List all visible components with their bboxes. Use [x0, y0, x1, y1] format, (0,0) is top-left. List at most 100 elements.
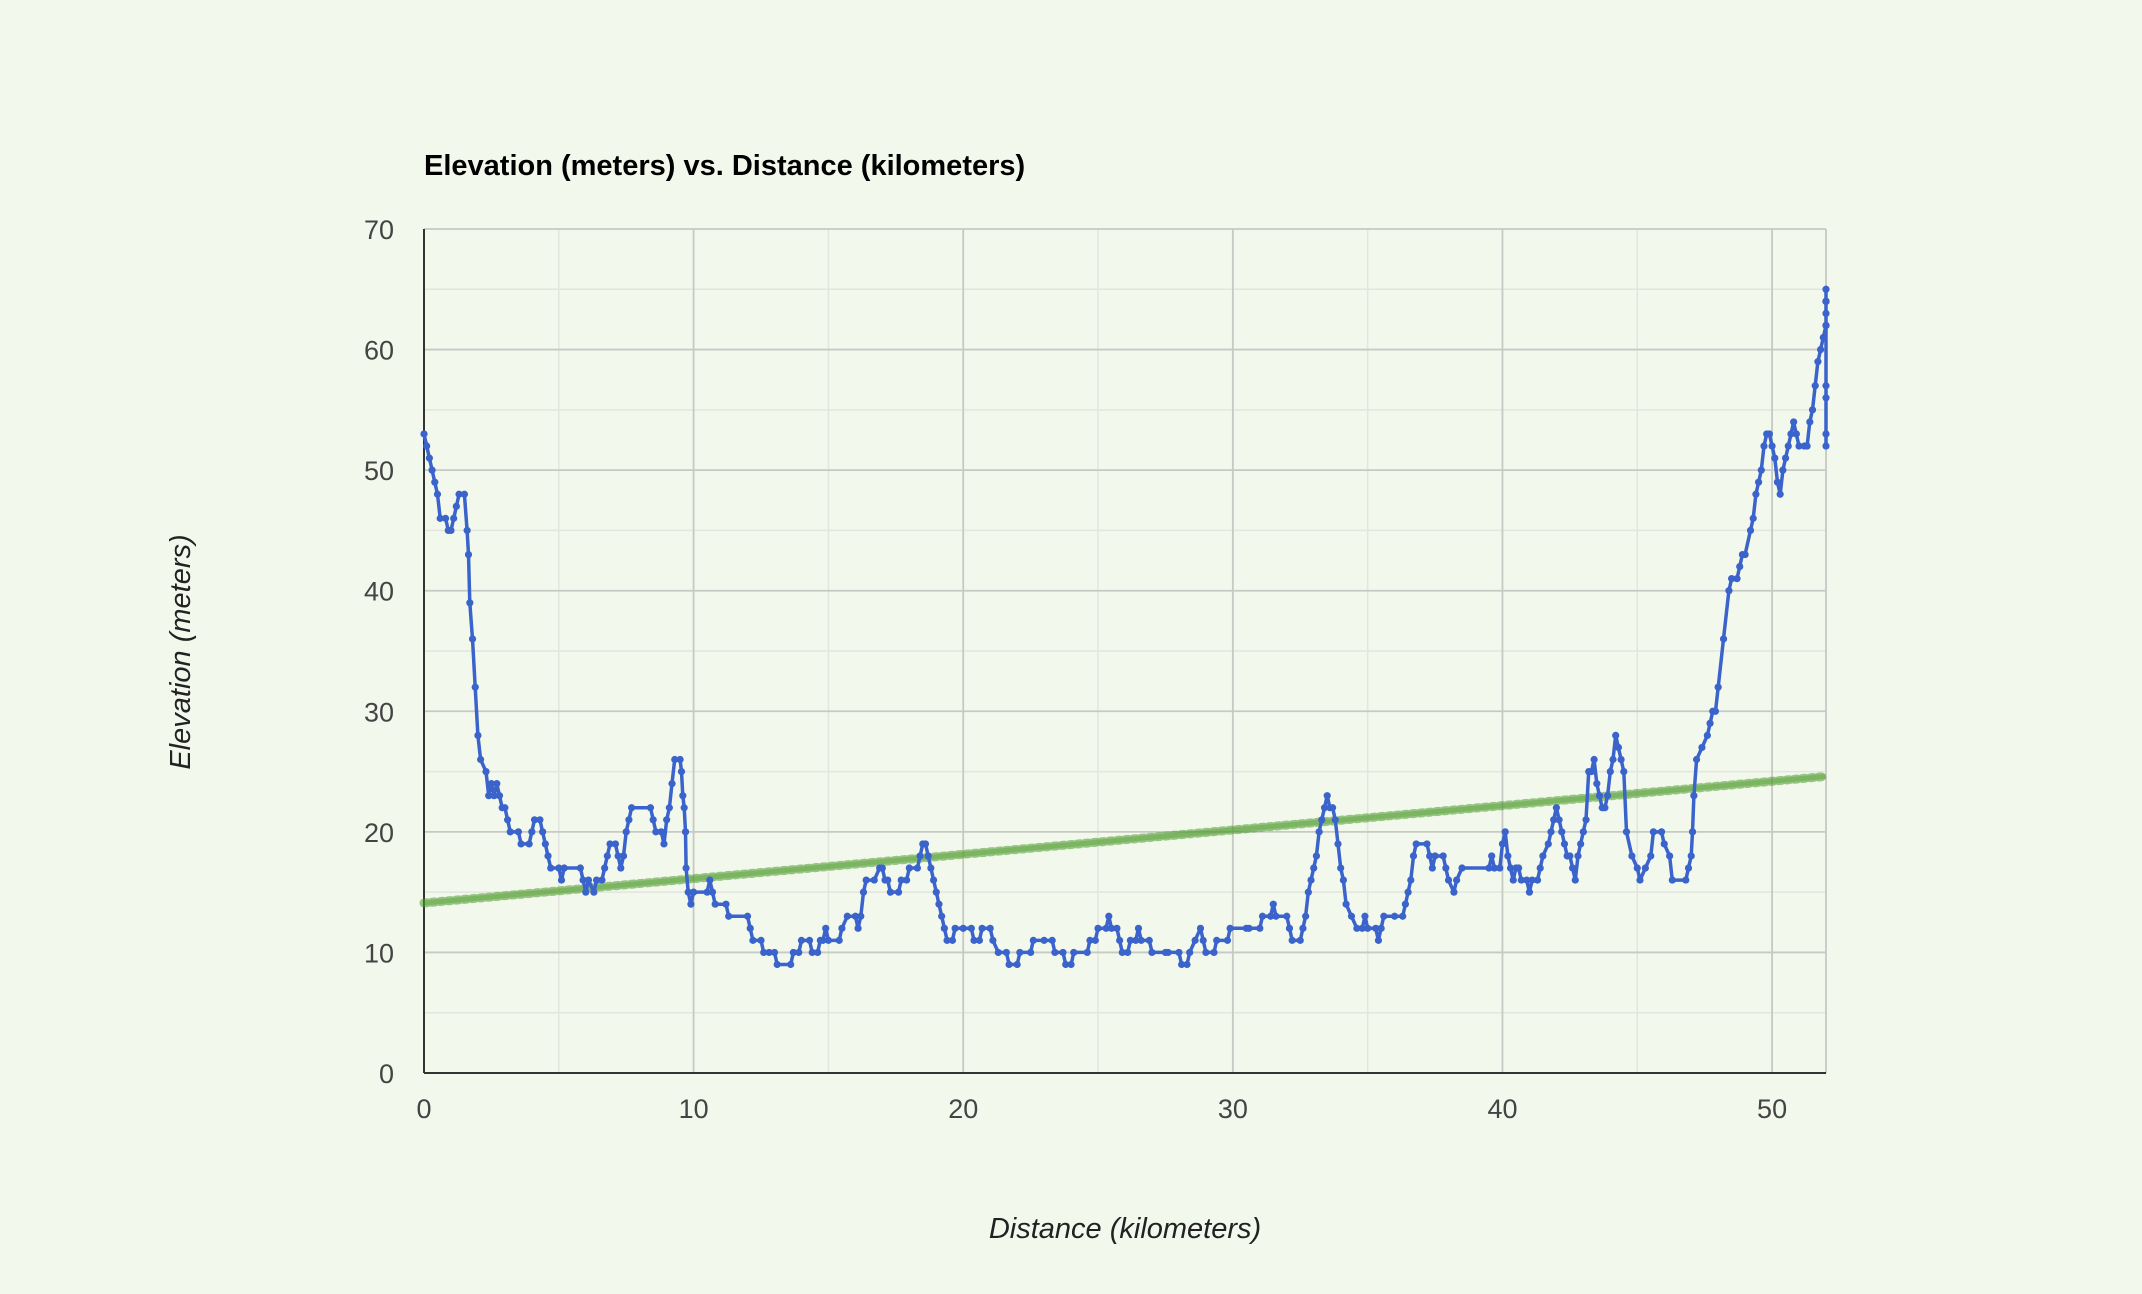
data-point [525, 840, 533, 848]
data-point [1814, 358, 1822, 366]
data-point [1822, 297, 1830, 305]
data-point [1485, 864, 1493, 872]
data-point [1771, 454, 1779, 462]
data-point [1517, 876, 1525, 884]
x-tick-label: 10 [679, 1094, 709, 1124]
data-point [1372, 924, 1380, 932]
data-point [485, 792, 493, 800]
data-point [1698, 743, 1706, 752]
elevation-series [420, 285, 1830, 969]
data-point [903, 876, 911, 884]
data-point [1590, 755, 1598, 764]
data-point [1822, 394, 1830, 402]
data-point [1145, 936, 1153, 944]
data-point [617, 864, 625, 872]
data-point [536, 816, 544, 824]
x-tick-label: 30 [1218, 1094, 1248, 1124]
x-tick-label: 50 [1757, 1094, 1787, 1124]
data-point [1116, 936, 1124, 944]
data-point [1528, 876, 1536, 884]
data-point [1760, 442, 1768, 450]
data-point [1515, 864, 1523, 872]
data-point [1560, 840, 1569, 848]
data-point [1062, 960, 1070, 969]
data-point [1213, 936, 1221, 944]
data-point [490, 792, 498, 800]
x-axis-title: Distance (kilometers) [989, 1213, 1261, 1245]
data-point [1784, 442, 1792, 450]
data-point [1412, 840, 1420, 848]
data-point [423, 442, 431, 450]
data-point [1134, 924, 1143, 932]
data-point [951, 924, 959, 932]
data-point [1285, 924, 1294, 932]
data-point [1312, 852, 1321, 860]
data-point [450, 514, 458, 522]
data-point [1283, 912, 1291, 920]
data-point [1806, 418, 1814, 426]
data-point [682, 864, 690, 872]
y-tick-label: 60 [364, 336, 394, 366]
data-point [1571, 876, 1579, 884]
data-point [1781, 454, 1790, 462]
data-point [1498, 840, 1507, 848]
data-point [514, 828, 522, 836]
data-point [1431, 852, 1439, 860]
data-point [468, 635, 477, 643]
data-point [870, 876, 878, 884]
data-point [1013, 960, 1021, 969]
data-point [1539, 852, 1547, 860]
data-point [1048, 936, 1056, 944]
data-point [787, 960, 795, 969]
data-point [1409, 852, 1418, 860]
data-point [431, 478, 439, 486]
data-point [795, 948, 803, 957]
data-point [420, 430, 428, 438]
data-point [1523, 876, 1531, 884]
data-point [1272, 912, 1280, 920]
data-point [932, 888, 940, 896]
data-point [1202, 948, 1210, 957]
data-point [1040, 936, 1048, 944]
y-tick-label: 10 [364, 938, 394, 968]
data-point [1703, 731, 1711, 740]
chart-title: Elevation (meters) vs. Distance (kilomet… [424, 150, 1025, 182]
data-point [1329, 804, 1337, 812]
data-point [986, 924, 994, 932]
data-point [913, 864, 921, 872]
data-point [978, 924, 986, 932]
data-point [560, 864, 568, 872]
data-point [463, 526, 471, 535]
data-point [530, 816, 539, 824]
data-point [1533, 876, 1542, 884]
data-point [687, 900, 695, 908]
data-point [1733, 575, 1741, 583]
data-point [1790, 418, 1798, 426]
y-tick-label: 40 [364, 577, 394, 607]
data-point [1544, 840, 1552, 848]
data-point [1706, 719, 1714, 727]
data-point [1647, 852, 1655, 860]
data-point [975, 936, 984, 944]
data-point [746, 924, 754, 932]
data-point [1620, 767, 1628, 776]
data-point [1496, 864, 1504, 872]
data-point [539, 828, 547, 836]
axes [423, 229, 1826, 1074]
data-point [1582, 816, 1590, 824]
x-tick-label: 0 [416, 1094, 431, 1124]
data-point [1339, 876, 1347, 884]
data-point [1401, 900, 1409, 908]
data-point [466, 599, 474, 607]
data-point [1148, 948, 1156, 957]
data-point [1614, 743, 1622, 752]
data-point [1304, 888, 1312, 896]
data-point [1196, 924, 1205, 932]
data-point [557, 876, 566, 884]
data-point [1795, 442, 1803, 450]
data-point [1822, 321, 1830, 330]
data-point [1773, 478, 1782, 486]
data-point [1404, 888, 1412, 896]
data-point [1337, 864, 1345, 872]
